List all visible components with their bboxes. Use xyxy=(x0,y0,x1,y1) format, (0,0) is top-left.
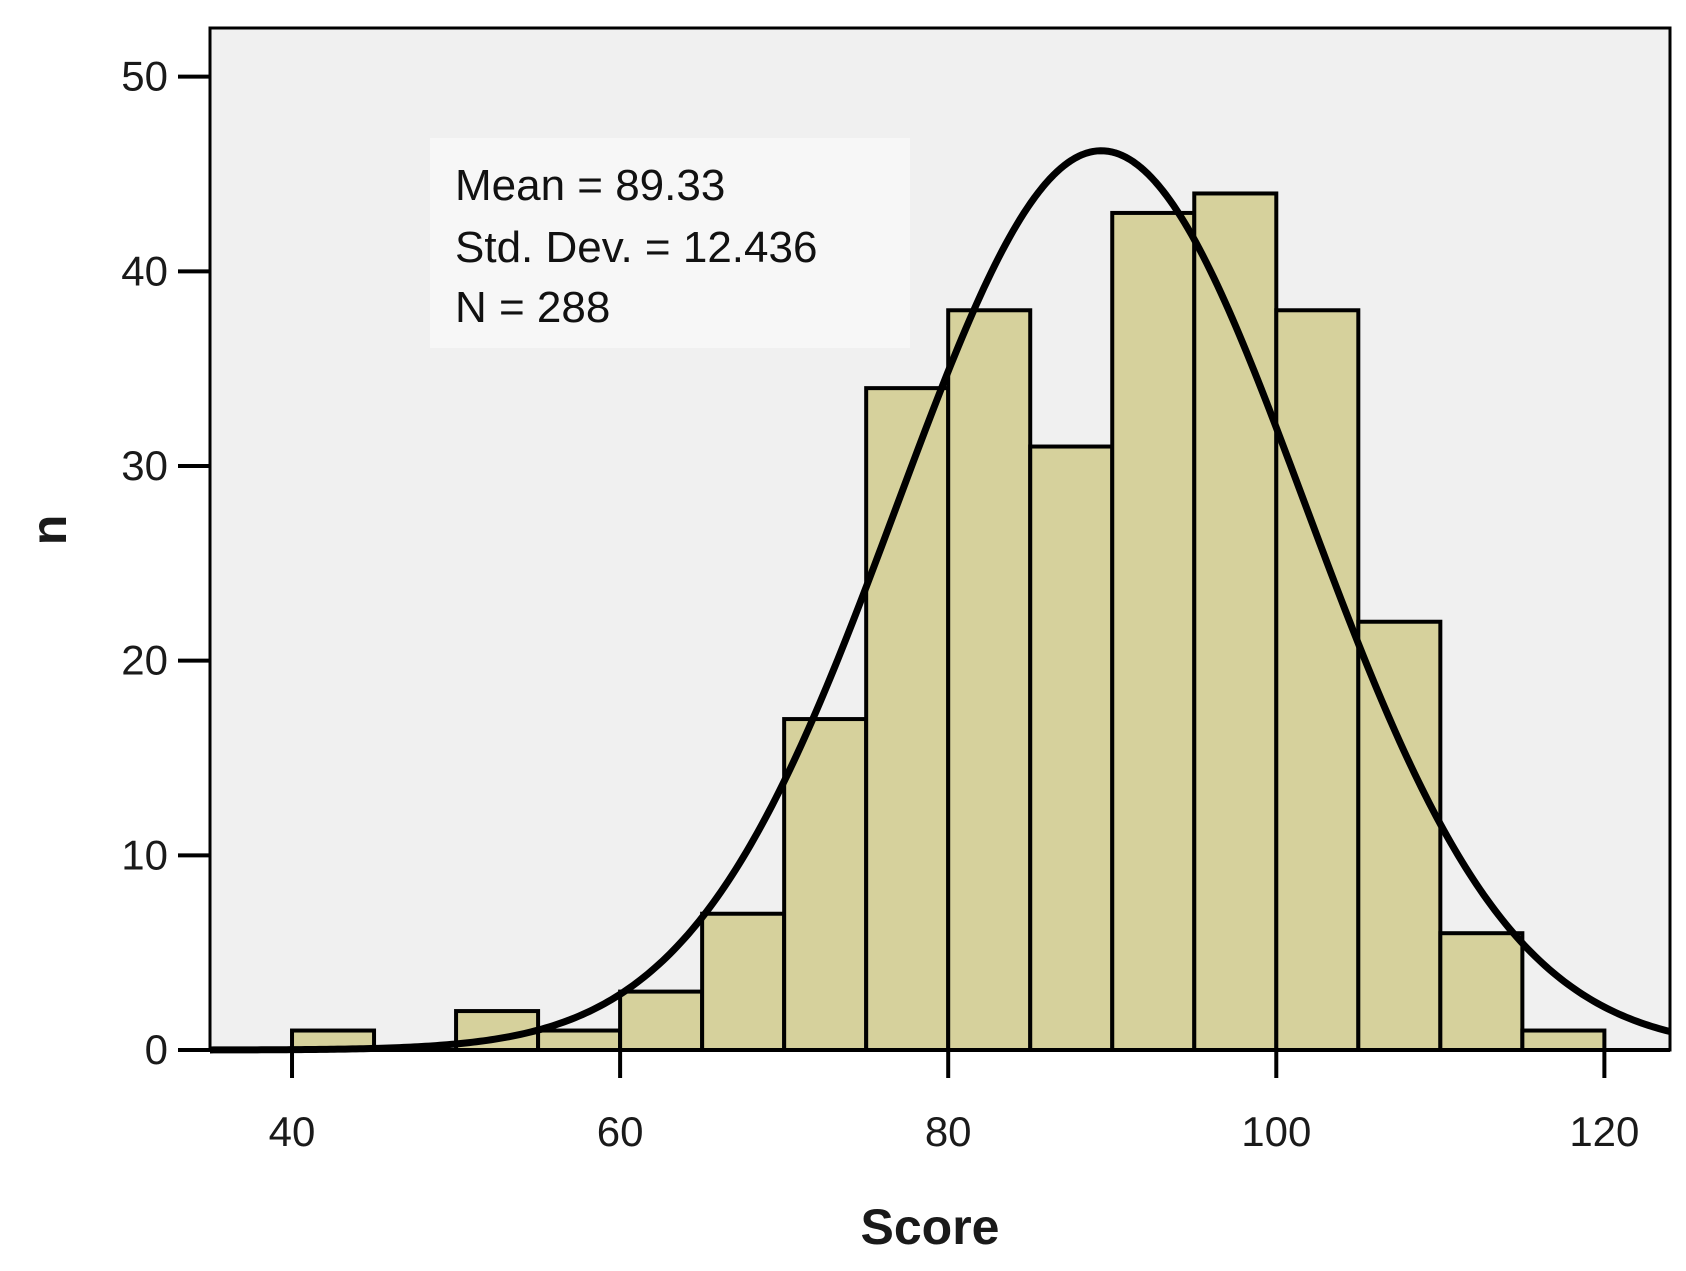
y-tick-label: 40 xyxy=(121,247,168,294)
histogram-bars xyxy=(290,191,1607,1053)
histogram-bar xyxy=(700,911,787,1052)
stats-n: N = 288 xyxy=(455,283,610,332)
x-tick-label: 60 xyxy=(597,1108,644,1155)
y-tick-label: 20 xyxy=(121,637,168,684)
histogram-bar xyxy=(1520,1028,1607,1052)
x-tick-label: 100 xyxy=(1241,1108,1311,1155)
histogram-bar xyxy=(536,1028,623,1052)
stats-box: Mean = 89.33 Std. Dev. = 12.436 N = 288 xyxy=(430,138,910,348)
y-tick-label: 10 xyxy=(121,831,168,878)
histogram-bar xyxy=(1028,444,1115,1052)
x-axis-title: Score xyxy=(861,1199,1000,1255)
stats-box-background xyxy=(430,138,910,348)
histogram-bar xyxy=(1356,619,1443,1052)
stats-mean: Mean = 89.33 xyxy=(455,161,725,210)
histogram-bar xyxy=(864,386,951,1052)
histogram-bar xyxy=(618,989,705,1052)
histogram-bar xyxy=(1192,191,1279,1052)
histogram-bar xyxy=(1438,931,1525,1053)
stats-std-dev: Std. Dev. = 12.436 xyxy=(455,223,817,272)
y-axis-title: n xyxy=(21,515,77,546)
tick-marks xyxy=(178,74,1607,1078)
normal-curve xyxy=(209,147,1671,1054)
y-tick-label: 30 xyxy=(121,442,168,489)
y-tick-label: 0 xyxy=(145,1026,168,1073)
histogram-bar xyxy=(1274,308,1361,1052)
histogram-bar xyxy=(946,308,1033,1052)
x-tick-label: 80 xyxy=(925,1108,972,1155)
x-tick-label: 40 xyxy=(269,1108,316,1155)
y-tick-label: 50 xyxy=(121,53,168,100)
histogram-bar xyxy=(782,717,869,1052)
histogram-bar xyxy=(1110,210,1197,1052)
x-tick-label: 120 xyxy=(1569,1108,1639,1155)
